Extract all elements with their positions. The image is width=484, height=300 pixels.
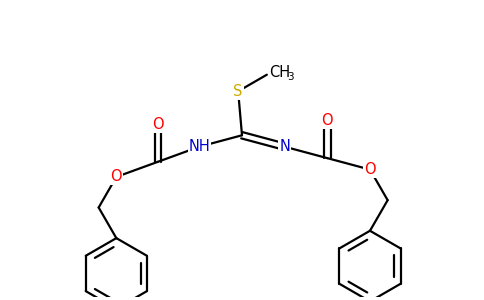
Text: NH: NH — [188, 139, 210, 154]
Text: O: O — [110, 169, 122, 184]
Text: O: O — [321, 113, 333, 128]
Text: O: O — [152, 117, 164, 132]
Text: 3: 3 — [287, 72, 294, 82]
Text: S: S — [233, 84, 243, 99]
Text: CH: CH — [269, 65, 290, 80]
Text: N: N — [279, 139, 290, 154]
Text: O: O — [364, 162, 376, 177]
